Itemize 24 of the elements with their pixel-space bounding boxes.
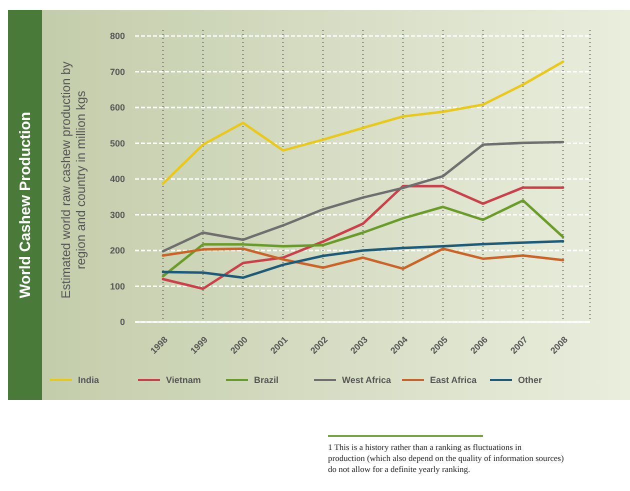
line-series bbox=[162, 60, 564, 185]
y-tick-label: 800 bbox=[110, 31, 125, 42]
y-tick-label: 0 bbox=[120, 317, 125, 328]
text: 1 This is a history rather than a ranking as fluctuations in production (which also depend on the quality of information sources) do not allow for a definite yearly ranking. bbox=[328, 442, 564, 474]
line-series bbox=[162, 184, 564, 290]
y-tick-label: 600 bbox=[110, 102, 125, 113]
y-tick-label: 200 bbox=[110, 246, 125, 256]
y-tick-label: 500 bbox=[110, 138, 125, 148]
y-tick-label: 100 bbox=[110, 281, 125, 292]
line-series bbox=[162, 199, 564, 278]
text: World Cashew Production bbox=[17, 112, 34, 298]
y-tick-label: 700 bbox=[110, 66, 125, 77]
legend-label: East Africa bbox=[430, 375, 478, 386]
line-series bbox=[162, 240, 564, 279]
y-tick-label: 300 bbox=[110, 210, 125, 220]
legend-label: Brazil bbox=[254, 375, 279, 386]
y-axis-title: Estimated world raw cashew production by region and country in million kgs bbox=[59, 60, 88, 298]
line-series bbox=[162, 247, 564, 270]
legend-label: India bbox=[78, 375, 100, 386]
legend-label: West Africa bbox=[342, 375, 392, 386]
legend-label: Other bbox=[518, 375, 542, 386]
legend-label: Vietnam bbox=[166, 375, 201, 386]
line-series bbox=[162, 140, 564, 252]
y-tick-label: 400 bbox=[110, 174, 125, 184]
